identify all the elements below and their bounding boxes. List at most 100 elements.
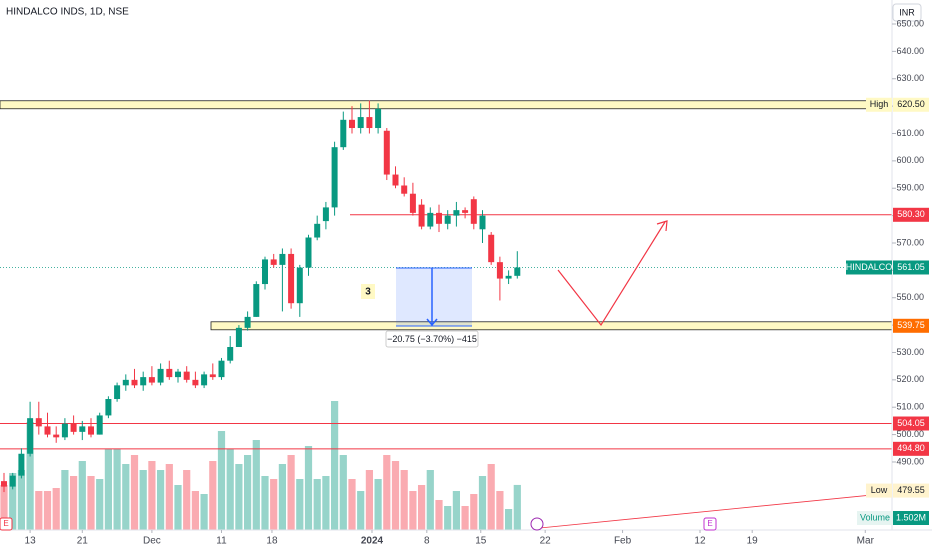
volume-bar — [252, 440, 260, 530]
chart-title: HINDALCO INDS, 1D, NSE — [6, 7, 129, 18]
candle-body — [61, 423, 68, 438]
volume-bar — [270, 479, 278, 530]
count-box — [361, 284, 375, 299]
volume-tag — [893, 511, 929, 525]
measure-label: −20.75 (−3.70%) −415 — [387, 334, 477, 344]
volume-bar — [322, 476, 330, 530]
volume-bar — [0, 485, 8, 530]
x-tick-label: Mar — [857, 536, 875, 547]
candle-body — [401, 185, 408, 194]
level-tag — [893, 97, 929, 112]
projection-line — [557, 221, 666, 327]
y-tick-label: 530.00 — [896, 347, 924, 357]
volume-bar — [165, 464, 173, 530]
event-icon[interactable] — [703, 517, 717, 531]
candle-body — [375, 108, 382, 129]
volume-bar — [226, 449, 234, 530]
symbol-tag — [846, 260, 892, 275]
x-tick-label: 13 — [25, 536, 37, 547]
volume-bar — [374, 479, 382, 530]
measure-label-box — [385, 330, 479, 348]
volume-bar — [313, 479, 321, 530]
volume-bar — [70, 476, 78, 530]
volume-bar — [330, 401, 339, 530]
volume-bar — [452, 491, 460, 530]
volume-bar — [26, 422, 34, 530]
x-tick-label: 11 — [216, 536, 227, 547]
level-name: High — [870, 99, 889, 109]
volume-bar — [113, 449, 121, 530]
candle-body — [479, 215, 486, 230]
candle-body — [227, 347, 234, 361]
volume-bar — [426, 470, 434, 530]
y-tick-label: 640.00 — [896, 46, 924, 56]
x-tick-label: Dec — [143, 536, 161, 547]
candle-body — [131, 379, 138, 386]
candle-body — [44, 426, 51, 435]
volume-bar — [174, 485, 182, 530]
volume-bar — [183, 470, 191, 530]
event-icon[interactable] — [0, 517, 13, 531]
volume-bar — [78, 461, 86, 530]
volume-bar — [104, 449, 113, 530]
volume-bar — [496, 491, 504, 530]
event-icon[interactable] — [530, 517, 544, 531]
volume-bar — [96, 479, 104, 530]
candle-body — [148, 377, 155, 383]
level-tag — [893, 318, 929, 333]
volume-bar — [278, 464, 286, 530]
volume-bar — [217, 431, 226, 530]
candle-body — [514, 267, 521, 276]
level-band — [210, 321, 893, 331]
y-tick-label: 590.00 — [896, 183, 924, 193]
candle-body — [488, 234, 495, 263]
measure-arrow — [426, 318, 438, 327]
candle-body — [18, 453, 25, 476]
x-tick-label: Feb — [614, 536, 632, 547]
y-tick-label: 650.00 — [896, 18, 924, 28]
x-tick-label: 12 — [694, 536, 706, 547]
level-tag — [893, 416, 929, 431]
level-name-box — [866, 483, 892, 498]
currency: INR — [899, 7, 915, 17]
currency-box[interactable] — [892, 3, 922, 22]
level-tag — [893, 483, 929, 498]
candle-body — [270, 259, 277, 265]
candle-body — [218, 360, 225, 378]
volume-bar — [470, 494, 478, 530]
volume-name: Volume — [860, 512, 890, 522]
candle-body — [201, 374, 208, 386]
volume-bar — [148, 461, 156, 530]
volume-bar — [487, 464, 495, 530]
candle-body — [114, 385, 121, 400]
volume-bar — [513, 484, 521, 530]
symbol-label: HINDALCO — [846, 262, 893, 272]
event-icon-glyph: E — [707, 519, 712, 528]
volume-bar — [417, 485, 426, 530]
level-tag-label: 580.30 — [897, 209, 925, 219]
volume-bar — [209, 461, 217, 530]
y-tick-label: 520.00 — [896, 374, 924, 384]
x-tick-label: 19 — [747, 536, 759, 547]
candle-body — [235, 327, 242, 348]
candle-body — [174, 371, 181, 378]
candle-body — [392, 174, 399, 186]
volume-bar — [400, 470, 408, 530]
volume-bar — [444, 506, 452, 530]
volume-bar — [478, 476, 487, 530]
volume-bar — [130, 455, 139, 530]
volume-name-box — [857, 511, 893, 525]
x-tick-label: 22 — [540, 536, 552, 547]
volume-bar — [52, 488, 60, 530]
volume-bar — [435, 500, 443, 530]
volume-bar — [61, 470, 69, 530]
y-tick-label: 500.00 — [896, 429, 924, 439]
candle-body — [409, 193, 416, 213]
x-tick-label: 15 — [475, 536, 487, 547]
level-tag-label: 479.55 — [897, 485, 925, 495]
volume-tag-label: 1.502M — [896, 512, 926, 522]
x-tick-label: 21 — [77, 536, 89, 547]
candle-body — [1, 481, 8, 487]
candle-body — [296, 267, 303, 304]
